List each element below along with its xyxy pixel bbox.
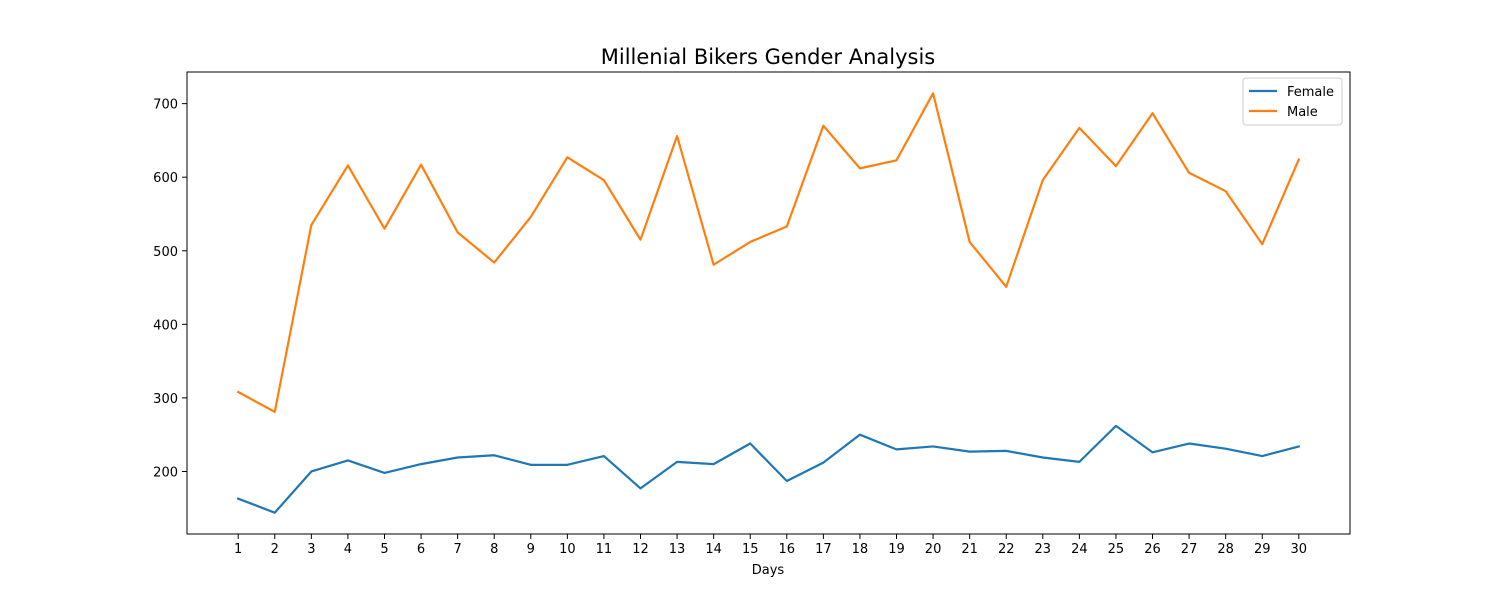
x-tick-label: 23: [1035, 542, 1052, 557]
x-tick-label: 17: [815, 542, 832, 557]
x-tick-label: 15: [742, 542, 759, 557]
x-tick-label: 22: [998, 542, 1015, 557]
y-tick-label: 700: [153, 98, 178, 113]
legend-label-female: Female: [1287, 85, 1334, 100]
x-tick-label: 24: [1071, 542, 1088, 557]
y-tick-label: 200: [153, 465, 178, 480]
x-tick-label: 28: [1217, 542, 1234, 557]
x-axis-label: Days: [752, 563, 785, 578]
chart-title: Millenial Bikers Gender Analysis: [601, 45, 935, 69]
x-tick-label: 25: [1108, 542, 1125, 557]
y-tick-label: 600: [153, 171, 178, 186]
legend-box: [1242, 77, 1343, 126]
x-tick-label: 13: [669, 542, 686, 557]
x-tick-label: 7: [453, 542, 461, 557]
x-tick-label: 6: [417, 542, 425, 557]
x-tick-label: 27: [1181, 542, 1198, 557]
x-tick-label: 26: [1144, 542, 1161, 557]
x-tick-label: 29: [1254, 542, 1271, 557]
x-tick-label: 2: [271, 542, 279, 557]
legend-label-male: Male: [1287, 105, 1318, 120]
axes-frame: [186, 71, 1351, 535]
x-tick-label: 12: [632, 542, 649, 557]
x-tick-label: 16: [779, 542, 796, 557]
x-tick-label: 14: [705, 542, 722, 557]
x-tick-label: 19: [888, 542, 905, 557]
y-tick-label: 500: [153, 245, 178, 260]
plot-area: 1 2 3 4 5 6 7 8 9 10 11 12 13 14 15 16 17 18 19 20 21 22 23 24 2…: [153, 71, 1351, 557]
x-tick-label: 9: [527, 542, 535, 557]
series-line-female: [236, 424, 1301, 514]
x-tick-label: 5: [380, 542, 388, 557]
x-tick-label: 20: [925, 542, 942, 557]
series-line-male: [236, 92, 1301, 413]
x-tick-label: 10: [559, 542, 576, 557]
x-tick-label: 4: [344, 542, 352, 557]
x-tick-label: 11: [596, 542, 613, 557]
x-tick-label: 8: [490, 542, 498, 557]
y-tick-label: 400: [153, 318, 178, 333]
x-tick-label: 21: [961, 542, 978, 557]
legend: Female Male: [1242, 77, 1343, 126]
x-tick-label: 30: [1291, 542, 1308, 557]
x-tick-label: 3: [307, 542, 315, 557]
y-tick-label: 300: [153, 392, 178, 407]
x-tick-label: 18: [852, 542, 869, 557]
x-tick-label: 1: [234, 542, 242, 557]
